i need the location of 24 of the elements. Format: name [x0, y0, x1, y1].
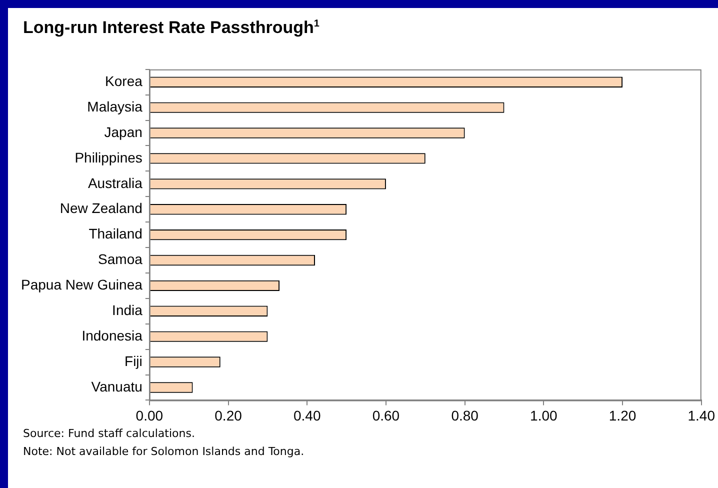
y-tick-label: Korea: [105, 72, 143, 89]
y-tick-label: Australia: [88, 174, 143, 191]
chart-title: Long-run Interest Rate Passthrough$^{1}$: [23, 18, 320, 38]
x-tick-label: 0.80: [451, 407, 479, 424]
y-tick-label: New Zealand: [60, 200, 142, 216]
x-tick-label: 0.60: [372, 407, 400, 424]
x-tick-label: 0.40: [293, 407, 321, 424]
source-note: Source: Fund staff calculations.: [23, 426, 196, 442]
x-tick-label: 1.00: [530, 407, 558, 424]
text: Note: Not available for Solomon Islands and Tonga.: [23, 444, 304, 460]
x-tick-label: 0.20: [214, 407, 242, 424]
y-tick-label: Vanuatu: [91, 378, 142, 394]
y-tick-label: Japan: [104, 124, 142, 140]
y-tick-label: Malaysia: [87, 98, 143, 114]
y-tick-label: Samoa: [98, 251, 143, 268]
y-tick-label: Thailand: [88, 226, 142, 242]
y-tick-label: Fiji: [124, 352, 142, 369]
x-tick-label: 1.20: [608, 407, 636, 424]
y-tick-label: Indonesia: [82, 327, 143, 344]
y-tick-label: India: [112, 302, 143, 318]
x-tick-label: 0.00: [136, 407, 164, 424]
y-tick-label: Papua New Guinea: [20, 276, 143, 293]
x-tick-label: 1.40: [688, 407, 716, 424]
y-tick-label: Philippines: [74, 149, 142, 166]
